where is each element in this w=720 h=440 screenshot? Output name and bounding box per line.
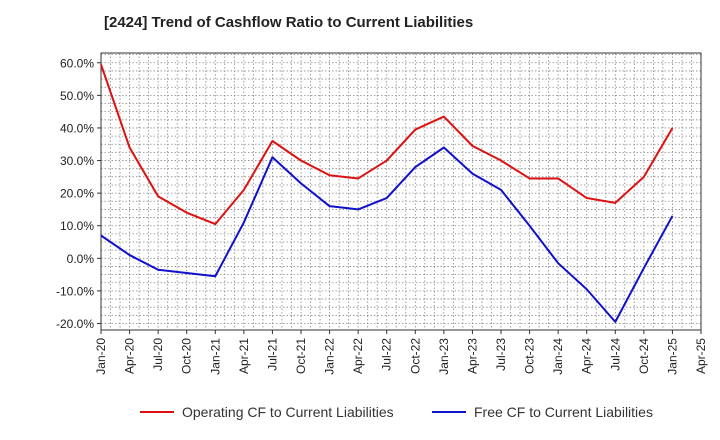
x-tick-label: Jul-22 — [380, 338, 394, 371]
y-tick-label: 60.0% — [60, 56, 94, 70]
y-tick-label: 40.0% — [60, 121, 94, 135]
x-tick-label: Oct-24 — [637, 338, 651, 374]
x-tick-label: Apr-25 — [694, 338, 708, 374]
series-line-operating-cf — [100, 64, 674, 226]
chart-title: [2424] Trend of Cashflow Ratio to Curren… — [104, 14, 474, 31]
y-tick-label: 10.0% — [60, 219, 94, 233]
x-tick-label: Jan-23 — [437, 338, 451, 375]
x-tick-label: Apr-20 — [123, 338, 137, 374]
legend-item-operating-cf: Operating CF to Current Liabilities — [140, 404, 394, 420]
legend: Operating CF to Current Liabilities Free… — [0, 404, 720, 426]
y-tick-label: 50.0% — [60, 89, 94, 103]
plot-background — [101, 53, 701, 330]
x-tick-label: Jan-24 — [551, 338, 565, 375]
y-tick-label: 30.0% — [60, 154, 94, 168]
legend-item-free-cf: Free CF to Current Liabilities — [432, 404, 653, 420]
legend-swatch-free-cf — [432, 411, 466, 413]
x-tick-label: Jan-25 — [665, 338, 679, 375]
x-tick-label: Apr-22 — [351, 338, 365, 374]
x-tick-label: Oct-23 — [523, 338, 537, 374]
plot-frame — [100, 52, 702, 331]
x-tick-label: Oct-22 — [408, 338, 422, 374]
legend-label-free-cf: Free CF to Current Liabilities — [474, 404, 653, 420]
x-tick-label: Jul-24 — [608, 338, 622, 371]
y-tick-label: 0.0% — [67, 252, 95, 266]
legend-swatch-operating-cf — [140, 411, 174, 413]
y-tick-label: -20.0% — [56, 317, 94, 331]
series-line-free-cf — [100, 146, 674, 323]
x-tick-label: Apr-21 — [237, 338, 251, 374]
x-tick-label: Jan-21 — [208, 338, 222, 375]
x-tick-label: Apr-24 — [580, 338, 594, 374]
x-tick-label: Jul-21 — [265, 338, 279, 371]
x-tick-label: Jan-22 — [323, 338, 337, 375]
x-tick-label: Jan-20 — [94, 338, 108, 375]
legend-label-operating-cf: Operating CF to Current Liabilities — [182, 404, 394, 420]
x-tick-label: Oct-20 — [180, 338, 194, 374]
x-tick-label: Jul-20 — [151, 338, 165, 371]
x-tick-label: Jul-23 — [494, 338, 508, 371]
x-tick-label: Apr-23 — [465, 338, 479, 374]
y-tick-label: 20.0% — [60, 187, 94, 201]
plot-area: 60.0% 50.0% 40.0% 30.0% 20.0% 10.0% 0.0% -10.0%… — [56, 52, 708, 375]
x-tick-label: Oct-21 — [294, 338, 308, 374]
y-tick-label: -10.0% — [56, 284, 94, 298]
